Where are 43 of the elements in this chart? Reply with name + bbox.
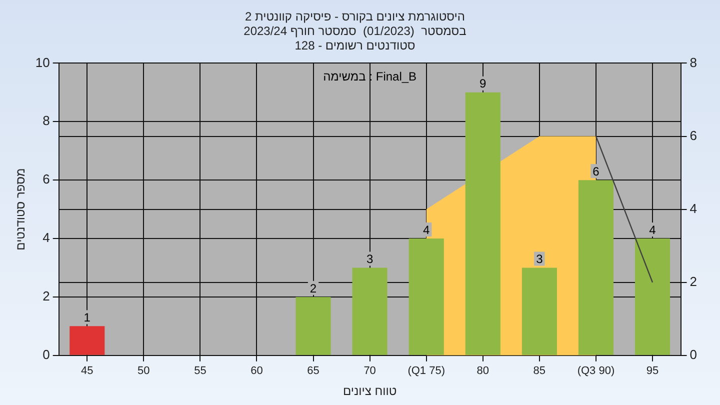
- x-tick-label: 60: [250, 365, 263, 378]
- y-tick-label: 2: [42, 288, 50, 304]
- data-label: 6: [592, 164, 600, 178]
- y-tick-label: 0: [42, 346, 50, 362]
- y2-tick-label: 2: [690, 274, 698, 289]
- bar: [352, 268, 388, 355]
- data-label: 4: [649, 222, 656, 237]
- y2-tick-label: 8: [690, 54, 698, 70]
- x-tick-label: 50: [138, 365, 150, 378]
- y-tick-label: 4: [42, 230, 50, 246]
- bar: [408, 238, 444, 355]
- y-tick-label: 6: [42, 172, 50, 187]
- chart-title: היסטוגרמת ציונים בקורס - פיסיקה קוונטית 2: [244, 10, 466, 24]
- data-label: 3: [536, 252, 544, 266]
- bar: [70, 326, 105, 355]
- bar: [522, 268, 557, 355]
- y2-tick-label: 0: [690, 346, 698, 362]
- x-tick-label: (Q1 75): [408, 365, 445, 378]
- annotation: במשימה : Final_B: [323, 70, 417, 84]
- y-tick-label: 8: [42, 113, 50, 128]
- chart-subtitle: בסמסטר (01/2023) סמסטר חורף 2023/24 סטודנטים רשומים - 128: [244, 24, 466, 52]
- data-label: 3: [366, 252, 374, 266]
- bar: [578, 180, 614, 355]
- y-tick-label: 10: [35, 54, 50, 70]
- data-label: 9: [480, 76, 487, 91]
- x-tick-label: 85: [533, 365, 546, 378]
- data-label: 4: [423, 222, 430, 237]
- x-tick-label: 80: [476, 365, 490, 378]
- x-axis-title: טווח ציונים: [342, 384, 397, 398]
- y2-tick-label: 6: [690, 128, 698, 143]
- x-tick-label: 65: [307, 365, 320, 378]
- y-axis-title: מספר סטודנטים: [14, 168, 28, 250]
- x-tick-label: 70: [364, 365, 376, 378]
- x-tick-label: 45: [81, 365, 94, 378]
- bar: [634, 238, 670, 355]
- bar: [296, 296, 331, 355]
- x-tick-label: 55: [194, 365, 206, 378]
- x-tick-label: (Q3 90): [577, 365, 615, 378]
- x-tick-label: 95: [646, 365, 659, 378]
- data-label: 1: [84, 310, 91, 324]
- y2-tick-label: 4: [690, 200, 698, 216]
- data-label: 2: [310, 281, 317, 296]
- bar: [465, 92, 500, 355]
